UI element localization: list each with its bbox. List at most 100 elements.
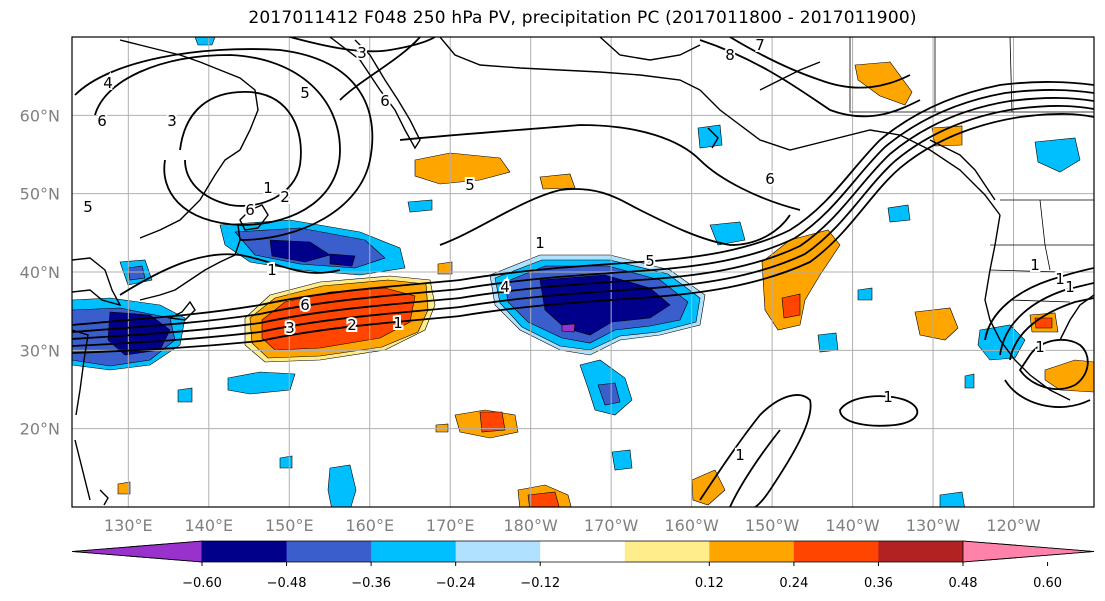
precip-negative-area [709,221,746,246]
contour-label: 6 [97,112,107,130]
pv-contour [729,37,911,89]
precip-positive-area [1034,317,1053,329]
contour-label-halo: 1 [735,446,745,464]
precip-negative-area [269,239,331,263]
precip-negative-area [887,204,911,223]
contour-label: 6 [380,92,390,110]
contour-label: 5 [465,176,475,194]
contour-label: 7 [755,36,765,54]
pv-contour [72,81,1094,326]
precip-positive-area [1044,359,1094,393]
contour-label-halo: 8 [725,46,735,64]
pv-contour [72,97,1094,340]
precip-positive-area [435,423,449,433]
pv-contour [179,91,302,207]
map-title: 2017011412 F048 250 hPa PV, precipitatio… [248,8,917,28]
contour-label-halo: 1 [883,388,893,406]
precip-positive-area [761,229,841,331]
contour-label: 1 [735,446,745,464]
longitude-label: 130°W [906,516,961,535]
borders [849,37,1094,303]
pv-contour [699,394,812,507]
precip-negative-area [611,449,633,471]
precip-negative-area [177,387,193,403]
contour-label-halo: 1 [393,314,403,332]
contour-label-halo: 6 [765,170,775,188]
latitude-labels: 60°N 50°N 40°N 30°N 20°N [20,106,60,438]
latitude-label: 20°N [20,420,60,439]
precip-negative-area [964,373,975,389]
contour-label-halo: 5 [83,198,93,216]
coastline [72,257,122,307]
pv-contour [839,395,919,427]
pv-contour [399,124,801,211]
precip-negative-area [327,464,357,507]
contour-label: 6 [765,170,775,188]
precip-negative-area [857,287,873,301]
pv-contour [439,188,791,246]
border [989,269,1061,273]
contour-label-halo: 5 [300,84,310,102]
precip-negative-area [227,371,296,395]
contour-label: 2 [347,316,357,334]
pv-contour [72,113,1094,354]
longitude-label: 130°E [104,516,153,535]
contour-label: 5 [645,252,655,270]
latitude-label: 40°N [20,263,60,282]
contour-label: 3 [285,319,295,337]
precip-positive-area [117,481,131,495]
contour-label: 1 [535,234,545,252]
precip-negative-area [561,323,576,333]
contour-label: 1 [883,388,893,406]
precip-negative-area [597,382,621,406]
border [849,37,1094,113]
coastline [239,204,269,231]
longitude-label: 180°W [504,516,559,535]
contour-label: 1 [267,261,277,279]
pv-contour [74,48,374,241]
longitude-label: 150°W [745,516,800,535]
contour-label: 5 [300,84,310,102]
coastline [139,224,241,301]
pv-contour [1009,297,1094,361]
coastline [984,214,1071,401]
contour-label-halo: 6 [245,201,255,219]
pv-contour [72,105,1094,347]
coastline [439,37,701,91]
longitude-label: 170°W [584,516,639,535]
precip-negative-area [194,37,216,46]
contour-label: 3 [167,112,177,130]
pv-contour [289,37,436,53]
longitude-labels: 130°E 140°E 150°E 160°E 170°E 180°W 170°W 160°W… [104,516,1041,535]
latitude-label: 30°N [20,341,60,360]
coastline [74,439,91,501]
contour-label-halo: 6 [97,112,107,130]
pv-contours [72,37,1094,507]
longitude-label: 140°E [184,516,233,535]
latitude-label: 50°N [20,185,60,204]
precip-positive-area [437,261,453,275]
precip-negative-area [329,253,356,267]
coastline [99,489,109,506]
contour-label-halo: 1 [535,234,545,252]
pv-contour [984,267,1094,341]
longitude-label: 150°E [265,516,314,535]
contour-label: 3 [357,44,367,62]
border [1009,37,1013,113]
contour-label-halo: 3 [357,44,367,62]
contour-label-halo: 7 [755,36,765,54]
pv-contour [1018,338,1089,390]
contour-label: 6 [245,201,255,219]
pv-contour [729,429,781,507]
precip-positive-area [914,307,959,341]
coastline [707,127,719,149]
coastline [599,37,701,61]
contour-label: 1 [263,179,273,197]
contour-label: 1 [1030,256,1040,274]
pv-contour [94,54,341,226]
contour-label-halo: 4 [103,74,113,92]
contour-label: 5 [83,198,93,216]
precip-positive-area [781,293,801,319]
